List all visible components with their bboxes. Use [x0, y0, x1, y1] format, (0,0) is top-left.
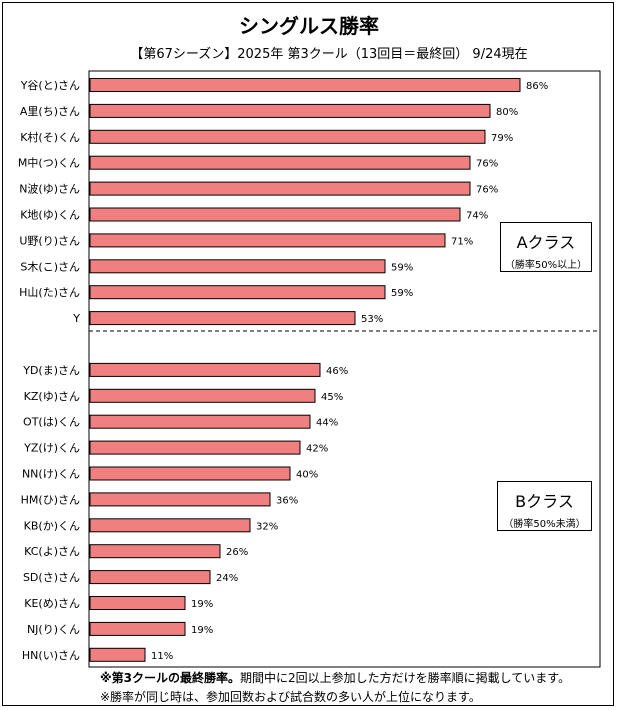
class-b-condition: （勝率50%未満）: [503, 519, 586, 530]
bar: [89, 311, 356, 326]
bar: [89, 78, 521, 92]
data-label: 40%: [296, 470, 318, 481]
footnote-1-bold: ※第3クールの最終勝率。: [100, 671, 241, 685]
data-label: 53%: [361, 314, 383, 325]
category-label: M中(つ)くん: [18, 157, 80, 170]
category-label: HM(ひ)さん: [21, 493, 80, 506]
data-label: 19%: [191, 625, 213, 636]
category-label: K村(そ)くん: [20, 130, 80, 144]
chart-title: シングルス勝率: [239, 14, 379, 38]
data-label: 45%: [321, 392, 343, 403]
data-label: 79%: [491, 133, 513, 144]
category-label: Y谷(と)さん: [20, 79, 80, 92]
footnote-1-rest: 期間中に2回以上参加した方だけを勝率順に掲載しています。: [240, 671, 571, 685]
category-label: NJ(り)くん: [27, 623, 80, 636]
category-label: YZ(け)くん: [23, 442, 80, 455]
data-label: 24%: [216, 573, 238, 584]
data-label: 80%: [496, 107, 518, 118]
bar: [89, 259, 386, 274]
class-b-name: Bクラス: [515, 492, 574, 511]
bar: [89, 544, 221, 559]
class-a-name: Aクラス: [516, 233, 576, 252]
footnote-1: ※第3クールの最終勝率。期間中に2回以上参加した方だけを勝率順に掲載しています。: [100, 669, 570, 686]
category-label: KZ(ゆ)さん: [24, 390, 80, 403]
bar: [89, 285, 386, 300]
data-label: 32%: [256, 521, 278, 532]
bar: [89, 518, 251, 533]
plot-area: [88, 70, 601, 668]
bar: [89, 492, 271, 507]
class-b-label-box: Bクラス （勝率50%未満）: [497, 481, 592, 531]
bar: [89, 103, 491, 118]
category-label: A里(ち)さん: [20, 105, 80, 118]
bar: [89, 596, 186, 610]
data-label: 74%: [466, 211, 488, 222]
category-label: SD(さ)さん: [23, 571, 80, 584]
bar: [89, 466, 291, 481]
bar: [89, 388, 316, 403]
chart-subtitle: 【第67シーズン】2025年 第3クール（13回目＝最終回） 9/24現在: [130, 47, 528, 62]
footnote-2: ※勝率が同じ時は、参加回数および試合数の多い人が上位になります。: [100, 690, 481, 704]
bar: [89, 570, 211, 585]
data-label: 59%: [391, 288, 413, 299]
bar: [89, 181, 471, 196]
category-label: N波(ゆ)さん: [19, 183, 80, 196]
category-label: Y: [72, 312, 80, 325]
category-label: KB(か)くん: [24, 519, 80, 532]
category-label: NN(け)くん: [22, 468, 80, 481]
data-label: 71%: [451, 236, 473, 247]
bar: [89, 414, 311, 429]
data-label: 86%: [526, 81, 548, 92]
category-label: H山(た)さん: [19, 286, 80, 299]
bar: [89, 647, 146, 662]
category-label: KE(め)さん: [24, 597, 80, 610]
data-label: 59%: [391, 262, 413, 273]
category-label: YD(ま)さん: [22, 364, 80, 377]
category-label: KC(よ)さん: [24, 545, 80, 558]
data-label: 19%: [191, 599, 213, 610]
bar: [89, 362, 321, 377]
data-label: 46%: [326, 366, 348, 377]
data-label: 36%: [276, 495, 298, 506]
class-a-label-box: Aクラス （勝率50%以上）: [500, 222, 592, 272]
category-label: U野(り)さん: [19, 234, 80, 247]
data-label: 42%: [306, 444, 328, 455]
data-label: 26%: [226, 547, 248, 558]
data-label: 76%: [476, 185, 498, 196]
bar: [89, 155, 471, 170]
bar: [89, 129, 486, 144]
bar: [89, 207, 461, 222]
category-label: OT(は)くん: [23, 416, 80, 429]
data-label: 44%: [316, 418, 338, 429]
data-label: 76%: [476, 159, 498, 170]
bar: [89, 233, 446, 248]
bar: [89, 621, 186, 636]
data-label: 11%: [151, 651, 173, 662]
category-label: K地(ゆ)くん: [20, 209, 80, 222]
bar: [89, 440, 301, 455]
class-a-condition: （勝率50%以上）: [504, 260, 588, 271]
category-label: HN(い)さん: [22, 649, 80, 662]
category-label: S木(こ)さん: [20, 260, 80, 273]
